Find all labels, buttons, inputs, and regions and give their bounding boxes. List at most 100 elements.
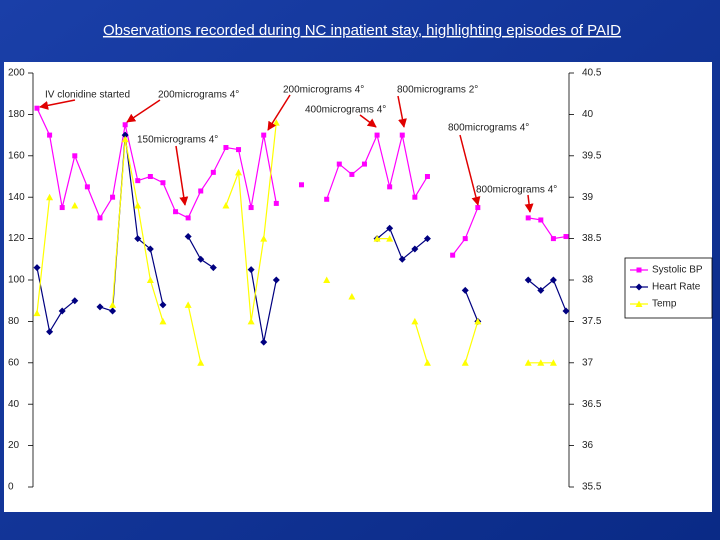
data-point xyxy=(146,245,154,253)
data-point xyxy=(34,105,40,111)
data-point xyxy=(146,276,154,283)
data-point xyxy=(399,132,405,138)
y2-tick-label: 40 xyxy=(582,109,594,120)
annotation-arrow xyxy=(267,94,291,131)
data-point xyxy=(197,359,205,366)
data-point xyxy=(121,131,129,139)
data-point xyxy=(386,224,394,232)
data-point xyxy=(235,168,243,176)
y2-tick-label: 40.5 xyxy=(582,68,602,79)
data-point xyxy=(412,194,418,200)
data-point xyxy=(121,135,129,143)
data-point xyxy=(524,359,532,366)
legend-marker xyxy=(636,267,642,273)
annotation: 800micrograms 2° xyxy=(397,85,478,96)
annotation: 800micrograms 4° xyxy=(476,185,557,196)
data-point xyxy=(537,286,545,294)
data-point xyxy=(47,132,53,138)
y-tick-label: 60 xyxy=(8,357,20,368)
data-point xyxy=(261,132,267,138)
data-point xyxy=(386,235,394,242)
annotation-arrow xyxy=(524,194,534,213)
y-tick-label: 120 xyxy=(8,233,25,244)
y2-tick-label: 38 xyxy=(582,275,594,286)
data-point xyxy=(46,328,54,336)
data-point xyxy=(299,182,304,188)
data-point xyxy=(562,307,570,315)
data-point xyxy=(134,201,142,209)
y2-tick-label: 36 xyxy=(582,440,594,451)
data-point xyxy=(524,276,532,284)
data-point xyxy=(247,317,255,325)
data-point xyxy=(474,317,482,325)
data-point xyxy=(248,205,254,211)
data-point xyxy=(461,359,469,366)
annotation-arrow xyxy=(397,95,407,128)
y-tick-label: 140 xyxy=(8,192,25,203)
data-point xyxy=(33,264,41,272)
y-tick-label: 80 xyxy=(8,316,20,327)
annotation-arrow xyxy=(359,114,377,128)
data-point xyxy=(46,193,54,201)
data-point xyxy=(462,236,468,242)
data-point xyxy=(210,169,216,175)
annotation: 800micrograms 4° xyxy=(448,123,529,134)
data-point xyxy=(110,194,116,200)
data-point xyxy=(72,153,78,159)
data-point xyxy=(109,301,117,308)
data-point xyxy=(398,255,406,263)
legend-label: Systolic BP xyxy=(652,265,703,276)
data-point xyxy=(58,307,66,315)
data-point xyxy=(411,317,419,325)
y2-tick-label: 39.5 xyxy=(582,150,602,161)
data-point xyxy=(273,200,279,206)
y-tick-label: 160 xyxy=(8,150,25,161)
y-tick-label: 20 xyxy=(8,440,20,451)
y2-tick-label: 36.5 xyxy=(582,399,602,410)
data-point xyxy=(97,215,103,221)
annotation: 200micrograms 4° xyxy=(283,85,364,96)
data-point xyxy=(538,217,544,223)
data-point xyxy=(324,196,330,202)
data-point xyxy=(550,236,556,242)
data-point xyxy=(173,209,179,215)
data-point xyxy=(461,286,469,294)
y-tick-label: 100 xyxy=(8,275,25,286)
data-point xyxy=(223,145,229,151)
annotation: 400micrograms 4° xyxy=(305,105,386,116)
y2-tick-label: 39 xyxy=(582,192,594,203)
data-point xyxy=(184,301,192,308)
data-point xyxy=(450,252,456,258)
data-point xyxy=(563,234,569,240)
data-point xyxy=(349,171,355,177)
legend-marker xyxy=(635,300,643,307)
data-point xyxy=(423,359,431,366)
data-point xyxy=(272,276,280,284)
data-point xyxy=(361,161,367,167)
data-point xyxy=(184,233,192,241)
data-point xyxy=(84,184,90,190)
chart-title: Observations recorded during NC inpatien… xyxy=(103,22,621,39)
data-point xyxy=(423,235,431,243)
y2-tick-label: 37 xyxy=(582,357,594,368)
data-point xyxy=(373,235,381,242)
data-point xyxy=(159,317,167,325)
data-point xyxy=(134,235,142,243)
data-point xyxy=(549,359,557,366)
data-point xyxy=(260,338,268,346)
data-point xyxy=(209,264,217,272)
data-point xyxy=(549,276,557,284)
data-point xyxy=(236,147,242,153)
legend-label: Temp xyxy=(652,299,677,310)
data-point xyxy=(323,276,331,283)
data-point xyxy=(197,255,205,263)
data-point xyxy=(147,174,153,179)
data-point xyxy=(525,215,531,221)
chart-panel xyxy=(4,62,712,512)
data-point xyxy=(109,307,117,315)
data-point xyxy=(198,188,204,194)
data-point xyxy=(336,161,342,167)
data-point xyxy=(160,180,166,186)
annotation: IV clonidine started xyxy=(45,90,130,101)
